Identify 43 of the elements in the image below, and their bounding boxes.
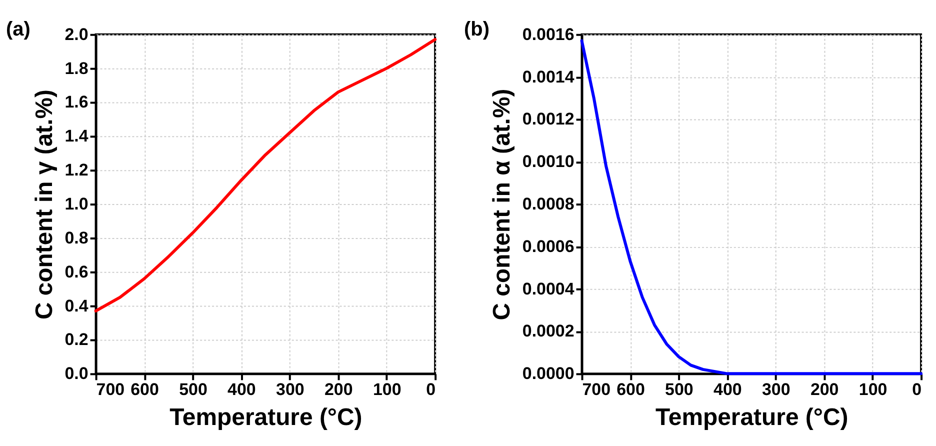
- x-tick-label: 500: [179, 380, 208, 400]
- y-tick-label: 0.0012: [522, 110, 574, 129]
- y-tick-label: 1.2: [64, 160, 88, 180]
- y-tick-label: 1.6: [64, 92, 88, 112]
- y-tick-label: 0.0016: [522, 24, 574, 44]
- x-axis-title: Temperature (°C): [170, 404, 362, 432]
- x-axis-title: Temperature (°C): [656, 404, 848, 432]
- x-tick-label: 700: [582, 380, 611, 400]
- x-tick-label: 0: [912, 380, 922, 400]
- y-tick-label: 0.0006: [522, 236, 574, 256]
- y-tick-label: 0.0002: [522, 322, 574, 341]
- y-tick-label: 2.0: [64, 24, 88, 44]
- x-tick-label: 500: [665, 380, 694, 400]
- x-tick-label: 400: [714, 380, 742, 400]
- y-tick-label: 0.4: [64, 296, 89, 316]
- x-tick-label: 100: [372, 380, 402, 400]
- x-tick-label: 600: [616, 380, 645, 400]
- y-tick-label: 0.0014: [522, 67, 575, 86]
- x-tick-label: 200: [324, 380, 353, 400]
- y-tick-label: 0.8: [64, 228, 88, 248]
- y-tick-label: 0.2: [64, 330, 88, 350]
- x-tick-label: 300: [276, 380, 304, 400]
- y-axis-title: C content in α (at.%): [488, 88, 516, 320]
- y-tick-label: 0.6: [64, 262, 88, 282]
- y-tick-label: 1.8: [64, 58, 88, 78]
- x-tick-label: 100: [858, 380, 888, 400]
- x-tick-label: 200: [810, 380, 839, 400]
- y-axis-title: C content in γ (at.%): [30, 89, 58, 320]
- chart-title: (a): [6, 18, 30, 40]
- x-tick-label: 600: [130, 380, 159, 400]
- y-tick-label: 0.0000: [522, 364, 574, 384]
- y-tick-label: 1.0: [64, 194, 88, 214]
- line-series: [94, 38, 437, 312]
- x-tick-label: 0: [426, 380, 436, 400]
- y-tick-label: 0.0008: [522, 194, 574, 214]
- x-tick-label: 300: [762, 380, 790, 400]
- y-tick-label: 0.0004: [522, 279, 575, 298]
- y-tick-label: 0.0010: [522, 152, 574, 172]
- x-tick-label: 400: [228, 380, 256, 400]
- x-tick-label: 700: [96, 380, 125, 400]
- y-tick-label: 0.0: [64, 364, 88, 384]
- y-tick-label: 1.4: [64, 126, 89, 146]
- chart-title: (b): [464, 18, 490, 40]
